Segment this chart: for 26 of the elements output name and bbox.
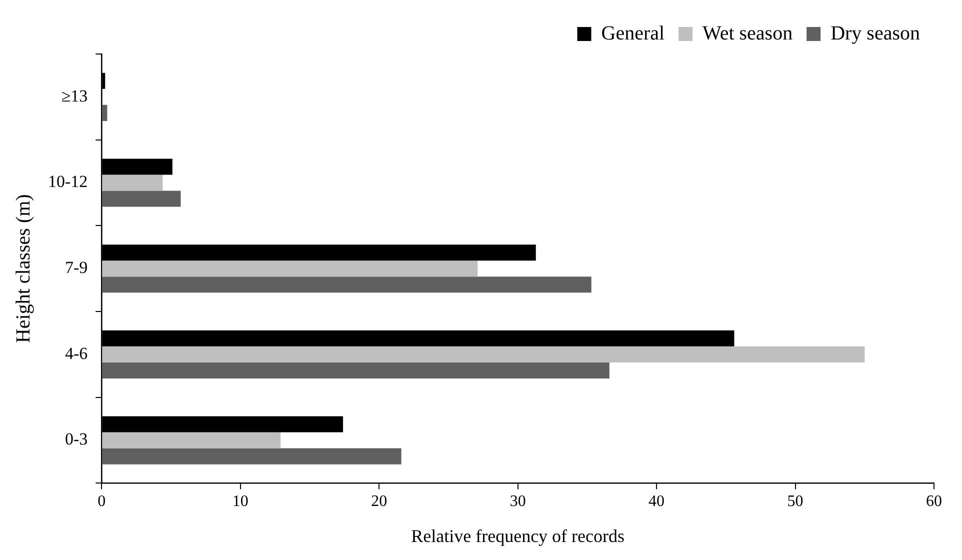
y-tick-label: 10-12 (48, 172, 88, 192)
bar (102, 346, 865, 362)
bar (102, 276, 592, 293)
x-tick-label: 50 (787, 493, 804, 510)
x-tick-label: 0 (98, 493, 106, 510)
legend-label: Wet season (702, 22, 793, 44)
bar (102, 174, 163, 191)
x-axis-title: Relative frequency of records (411, 526, 625, 546)
x-tick-label: 10 (232, 493, 248, 510)
y-tick-label: 4-6 (64, 344, 88, 363)
x-tick-label: 30 (510, 493, 526, 510)
y-axis-title: Height classes (m) (12, 194, 34, 344)
x-tick-label: 40 (648, 493, 665, 510)
x-tick-label: 60 (926, 493, 942, 510)
legend-label: General (601, 22, 665, 44)
bar (102, 104, 108, 121)
bar (102, 448, 402, 464)
y-tick-label: 7-9 (64, 258, 88, 278)
y-tick-label: 0-3 (64, 430, 88, 449)
bar (102, 260, 478, 277)
x-tick-label: 20 (371, 493, 388, 510)
bar (102, 432, 281, 448)
bar (102, 362, 610, 378)
bar (102, 190, 181, 207)
y-tick-label: ≥13 (61, 86, 88, 106)
legend-label: Dry season (830, 22, 920, 44)
